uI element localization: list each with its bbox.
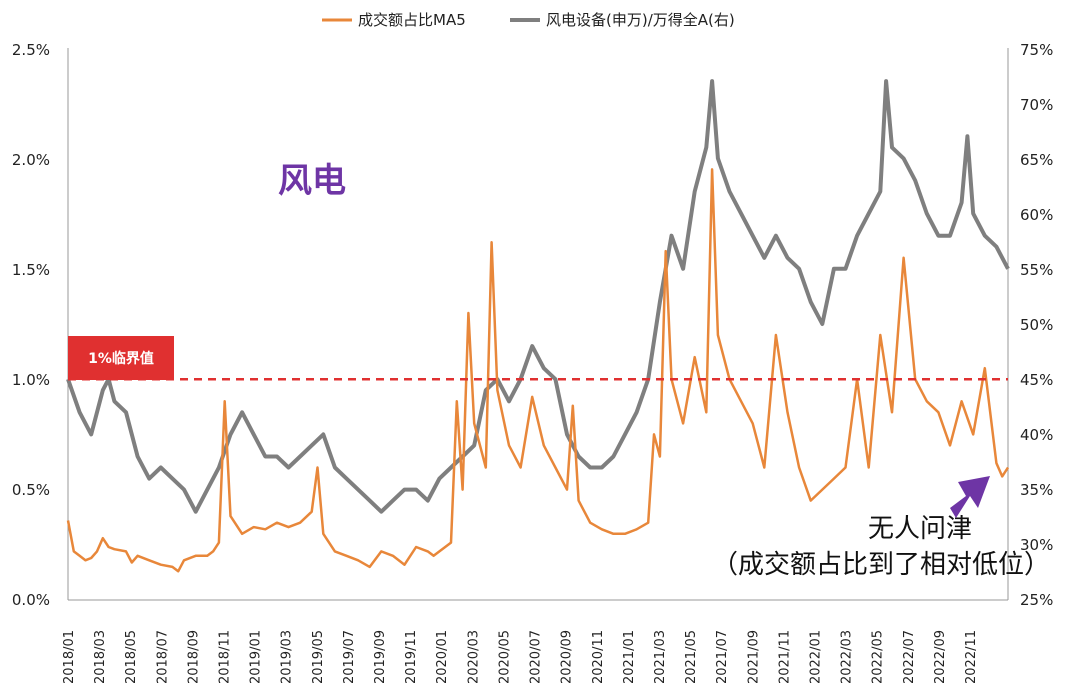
left-tick: 2.5% <box>12 41 50 59</box>
x-tick: 2019/07 <box>342 630 357 684</box>
right-tick: 25% <box>1020 591 1053 609</box>
x-tick: 2020/03 <box>466 630 481 684</box>
legend: 成交额占比MA5 风电设备(申万)/万得全A(右) <box>322 11 735 29</box>
x-tick: 2022/01 <box>808 630 823 684</box>
x-tick: 2018/01 <box>62 630 77 684</box>
legend-label-orange: 成交额占比MA5 <box>358 11 466 29</box>
x-tick: 2019/11 <box>404 630 419 684</box>
x-tick: 2020/05 <box>497 630 512 684</box>
x-tick: 2018/03 <box>93 630 108 684</box>
series-line-orange <box>66 168 1010 573</box>
left-tick: 2.0% <box>12 151 50 169</box>
x-tick: 2022/07 <box>902 630 917 684</box>
x-tick: 2020/01 <box>435 630 450 684</box>
right-tick: 55% <box>1020 261 1053 279</box>
x-tick: 2021/03 <box>653 630 668 684</box>
threshold-badge <box>68 336 174 380</box>
right-axis-ticks: 25% 30% 35% 40% 45% 50% 55% 60% 65% 70% … <box>1020 41 1053 609</box>
right-tick: 40% <box>1020 426 1053 444</box>
x-tick: 2020/11 <box>591 630 606 684</box>
arrow-icon <box>950 476 990 518</box>
chart-title: 风电 <box>278 161 346 201</box>
x-tick: 2019/03 <box>280 630 295 684</box>
x-tick: 2019/09 <box>373 630 388 684</box>
annotation-line1: 无人问津 <box>868 514 972 544</box>
left-tick: 0.0% <box>12 591 50 609</box>
series-line-grey <box>66 79 1010 514</box>
x-tick: 2018/07 <box>155 630 170 684</box>
right-tick: 65% <box>1020 151 1053 169</box>
x-tick: 2018/11 <box>218 630 233 684</box>
right-tick: 35% <box>1020 481 1053 499</box>
x-tick: 2021/01 <box>622 630 637 684</box>
left-tick: 1.5% <box>12 261 50 279</box>
x-tick: 2018/05 <box>124 630 139 684</box>
x-tick: 2018/09 <box>186 630 201 684</box>
x-tick: 2019/01 <box>249 630 264 684</box>
right-tick: 30% <box>1020 536 1053 554</box>
x-axis-ticks: 2018/01 2018/03 2018/05 2018/07 2018/09 … <box>62 630 979 684</box>
x-tick: 2021/11 <box>777 630 792 684</box>
right-tick: 70% <box>1020 96 1053 114</box>
x-tick: 2021/05 <box>684 630 699 684</box>
right-tick: 45% <box>1020 371 1053 389</box>
x-tick: 2021/07 <box>715 630 730 684</box>
x-tick: 2020/09 <box>560 630 575 684</box>
right-tick: 60% <box>1020 206 1053 224</box>
legend-label-grey: 风电设备(申万)/万得全A(右) <box>546 11 735 29</box>
x-tick: 2020/07 <box>529 630 544 684</box>
x-tick: 2021/09 <box>746 630 761 684</box>
right-tick: 75% <box>1020 41 1053 59</box>
threshold-badge-label: 1%临界值 <box>88 350 154 367</box>
left-tick: 0.5% <box>12 481 50 499</box>
right-tick: 50% <box>1020 316 1053 334</box>
left-axis-ticks: 0.0% 0.5% 1.0% 1.5% 2.0% 2.5% <box>12 41 50 609</box>
left-tick: 1.0% <box>12 371 50 389</box>
x-tick: 2019/05 <box>311 630 326 684</box>
x-tick: 2022/05 <box>871 630 886 684</box>
annotation-line2: （成交额占比到了相对低位） <box>712 550 1050 580</box>
x-tick: 2022/03 <box>840 630 855 684</box>
x-tick: 2022/09 <box>933 630 948 684</box>
x-tick: 2022/11 <box>964 630 979 684</box>
